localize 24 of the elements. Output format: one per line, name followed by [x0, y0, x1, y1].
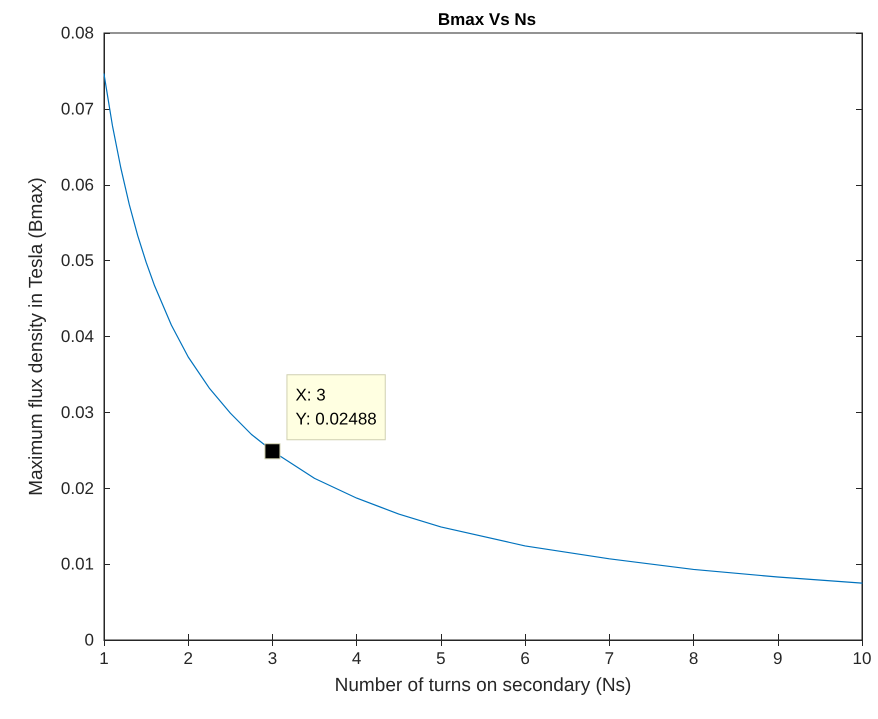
y-tick-label: 0.01 — [60, 554, 94, 574]
x-tick-label: 4 — [352, 649, 362, 668]
x-tick-label: 2 — [183, 649, 193, 668]
x-tick-label: 8 — [688, 649, 698, 668]
x-tick-label: 7 — [604, 649, 614, 668]
x-tick-label: 10 — [852, 649, 872, 668]
x-tick-label: 3 — [268, 649, 278, 668]
x-tick-label: 1 — [99, 649, 109, 668]
y-tick-label: 0.04 — [60, 327, 94, 346]
chart-title: Bmax Vs Ns — [438, 10, 536, 29]
y-tick-label: 0.02 — [60, 478, 94, 498]
x-tick-label: 5 — [436, 649, 446, 668]
y-tick-label: 0.07 — [60, 99, 94, 118]
x-tick-label: 6 — [520, 649, 530, 668]
annotation: X: 3 Y: 0.02488 — [295, 386, 377, 429]
y-axis-title: Maximum flux density in Tesla (Bmax) — [26, 177, 47, 496]
y-tick-label: 0.05 — [60, 251, 94, 270]
line-series — [103, 73, 863, 584]
y-tick-label: 0 — [84, 630, 94, 650]
x-tick-label: 9 — [773, 649, 783, 668]
y-tick-label: 0.03 — [60, 402, 94, 422]
x-axis-title: Number of turns on secondary (Ns) — [334, 675, 632, 696]
y-tick-label: 0.08 — [60, 24, 94, 42]
y-tick-label: 0.06 — [60, 175, 94, 194]
